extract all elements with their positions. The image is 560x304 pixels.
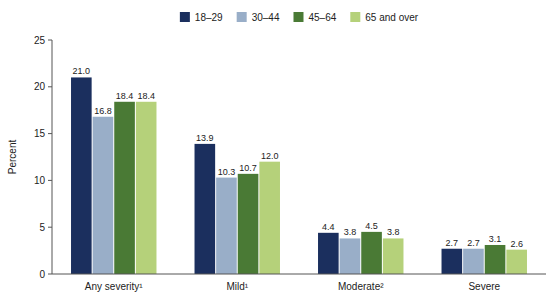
bar	[238, 174, 259, 274]
bar	[506, 250, 527, 274]
bar	[216, 178, 237, 274]
data-label: 10.7	[239, 163, 257, 173]
data-label: 2.7	[467, 238, 480, 248]
y-tick	[48, 274, 52, 275]
y-tick-label: 0	[39, 269, 45, 280]
y-tick	[48, 227, 52, 228]
x-tick-label: Moderate²	[338, 281, 384, 292]
y-tick	[48, 133, 52, 134]
legend: 18–29 30–44 45–64 65 and over	[180, 12, 419, 23]
legend-label: 18–29	[195, 12, 223, 23]
bar	[195, 144, 216, 274]
x-tick-label: Any severity¹	[85, 281, 143, 292]
y-tick-label: 5	[39, 222, 45, 233]
bar	[318, 233, 339, 274]
y-axis-label: Percent	[7, 140, 18, 175]
data-label: 2.7	[446, 238, 459, 248]
legend-swatch	[237, 12, 247, 22]
data-label: 3.8	[387, 227, 400, 237]
y-tick-label: 10	[34, 175, 46, 186]
data-label: 10.3	[218, 167, 236, 177]
legend-item: 18–29	[180, 12, 223, 23]
legend-item: 65 and over	[350, 12, 418, 23]
legend-label: 65 and over	[365, 12, 418, 23]
legend-swatch	[350, 12, 360, 22]
data-label: 16.8	[94, 106, 112, 116]
y-tick-label: 15	[34, 128, 46, 139]
background	[0, 0, 560, 304]
legend-label: 30–44	[252, 12, 280, 23]
bar	[442, 249, 463, 274]
bar	[93, 117, 114, 274]
bar	[136, 102, 157, 274]
legend-label: 45–64	[308, 12, 336, 23]
legend-item: 45–64	[293, 12, 336, 23]
x-tick-label: Severe	[468, 281, 500, 292]
bars	[71, 77, 527, 274]
bar	[114, 102, 135, 274]
data-label: 12.0	[261, 151, 279, 161]
y-tick	[48, 180, 52, 181]
data-label: 4.5	[365, 221, 378, 231]
bar	[259, 162, 280, 274]
y-tick	[48, 40, 52, 41]
y-tick-label: 20	[34, 81, 46, 92]
x-axis-line	[52, 274, 546, 275]
y-tick	[48, 86, 52, 87]
data-label: 4.4	[322, 222, 335, 232]
bar	[340, 238, 361, 274]
x-tick-label: Mild¹	[226, 281, 248, 292]
y-axis-line	[52, 40, 53, 274]
bar	[71, 77, 92, 274]
data-label: 3.1	[489, 234, 502, 244]
legend-swatch	[180, 12, 190, 22]
bar	[361, 232, 382, 274]
bar	[485, 245, 506, 274]
data-label: 18.4	[137, 91, 155, 101]
legend-swatch	[293, 12, 303, 22]
data-label: 2.6	[510, 239, 523, 249]
bar	[383, 238, 404, 274]
legend-item: 30–44	[237, 12, 280, 23]
bar	[463, 249, 484, 274]
data-labels: 21.0 13.9 4.4 2.7 16.8 10.3 3.8 2.7 18.4 10.7 4.5 3…	[73, 66, 523, 248]
chart: 21.0 13.9 4.4 2.7 16.8 10.3 3.8 2.7 18.4 10.7 4.5 3…	[0, 0, 560, 304]
data-label: 13.9	[196, 133, 214, 143]
data-label: 18.4	[116, 91, 134, 101]
y-tick-label: 25	[34, 35, 46, 46]
data-label: 21.0	[73, 66, 91, 76]
data-label: 3.8	[344, 227, 357, 237]
